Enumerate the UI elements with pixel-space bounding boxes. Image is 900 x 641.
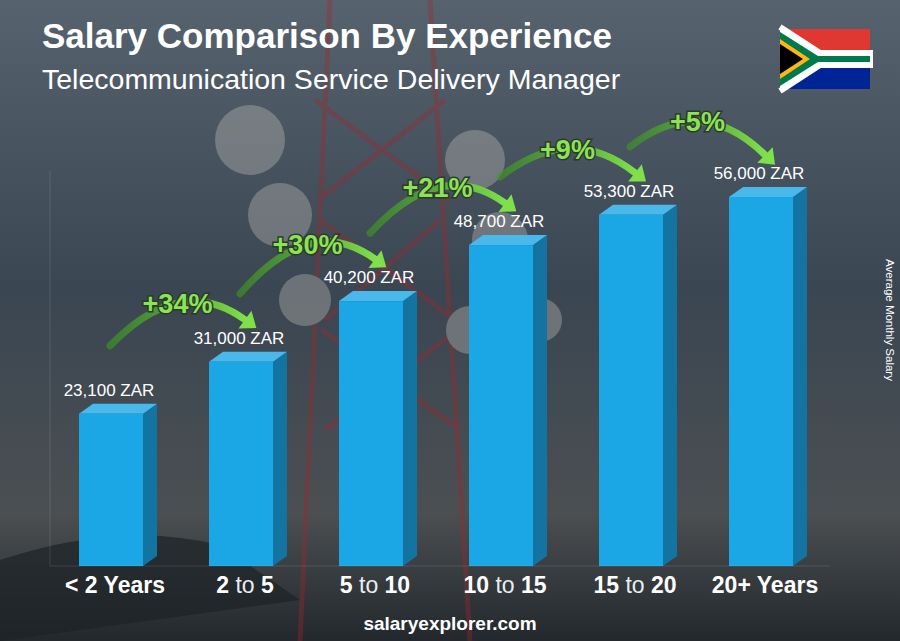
data-label: 40,200 ZAR (324, 268, 415, 287)
bar-top (599, 205, 677, 215)
bar-side (663, 205, 677, 566)
x-tick-label: 10 to 15 (463, 572, 546, 598)
annotation-arrowhead (757, 147, 775, 165)
annotation-arrowhead (628, 164, 646, 181)
bar-group (209, 352, 287, 566)
data-label: 48,700 ZAR (454, 212, 545, 231)
bar-side (273, 352, 287, 566)
bars (79, 187, 807, 566)
annotation: +5% (670, 107, 725, 137)
x-tick-word: 2 (216, 572, 229, 598)
bar (599, 215, 663, 566)
annotation: +30% (273, 230, 343, 260)
flag-white-band (780, 27, 870, 91)
x-tick-word: 20+ (712, 572, 751, 598)
y-axis-line (50, 171, 51, 566)
x-tick-word: 15 (515, 572, 547, 598)
data-label: 23,100 ZAR (64, 381, 155, 400)
flag-gold (780, 39, 810, 79)
bar-group (729, 187, 807, 566)
x-tick-label: 5 to 10 (340, 572, 410, 598)
tower-lines (300, 0, 470, 641)
bar-side (403, 291, 417, 566)
flag-black (780, 44, 803, 74)
bar-group (79, 404, 157, 566)
x-tick-word: to (353, 572, 379, 598)
bar-top (469, 235, 547, 245)
data-label: 31,000 ZAR (194, 329, 285, 348)
data-label: 53,300 ZAR (584, 182, 675, 201)
chart-container: Salary Comparison By Experience Telecommu… (0, 0, 900, 641)
x-tick-word: to (489, 572, 515, 598)
x-tick-word: to (229, 572, 255, 598)
bar-group (599, 205, 677, 566)
x-tick-word: 5 (340, 572, 353, 598)
baseline (50, 566, 830, 567)
bar (79, 414, 143, 566)
annotation: +34% (143, 289, 213, 319)
x-tick-word: 20 (645, 572, 677, 598)
bar-top (209, 352, 287, 362)
flag (780, 27, 870, 91)
x-tick-label: 20+ Years (712, 572, 818, 598)
x-tick-word: 5 (255, 572, 274, 598)
x-tick-word: Years (98, 572, 165, 598)
x-tick-word: 10 (463, 572, 489, 598)
x-tick-word: 2 (78, 572, 97, 598)
flag-green (780, 32, 870, 86)
source: salaryexplorer.com (363, 613, 536, 634)
x-tick-word: < (65, 572, 78, 598)
annotation: +9% (540, 135, 595, 165)
annotation-arrowhead (239, 311, 257, 329)
dish (215, 105, 285, 175)
title: Salary Comparison By Experience (42, 16, 612, 55)
bar-side (533, 235, 547, 566)
bar (469, 245, 533, 566)
bar (209, 362, 273, 566)
subtitle: Telecommunication Service Delivery Manag… (42, 63, 621, 95)
data-label: 56,000 ZAR (714, 164, 805, 183)
y-axis-label: Average Monthly Salary (884, 259, 896, 381)
bar-side (143, 404, 157, 566)
bar (339, 301, 403, 566)
bar-group (339, 291, 417, 566)
x-tick-label: 15 to 20 (593, 572, 676, 598)
annotation-arrowhead (499, 194, 517, 212)
bar (729, 197, 793, 566)
x-tick-label: 2 to 5 (216, 572, 274, 598)
x-tick-word: 15 (593, 572, 619, 598)
bar-group (469, 235, 547, 566)
x-tick-label: < 2 Years (65, 572, 165, 598)
annotation: +21% (403, 173, 473, 203)
x-tick-word: Years (751, 572, 818, 598)
x-tick-word: to (619, 572, 645, 598)
bar-side (793, 187, 807, 566)
bar-top (339, 291, 417, 301)
x-tick-word: 10 (378, 572, 410, 598)
bar-top (79, 404, 157, 414)
bar-top (729, 187, 807, 197)
background (0, 0, 900, 641)
annotation-arrowhead (369, 250, 387, 268)
chart-svg: Salary Comparison By Experience Telecommu… (0, 0, 900, 641)
